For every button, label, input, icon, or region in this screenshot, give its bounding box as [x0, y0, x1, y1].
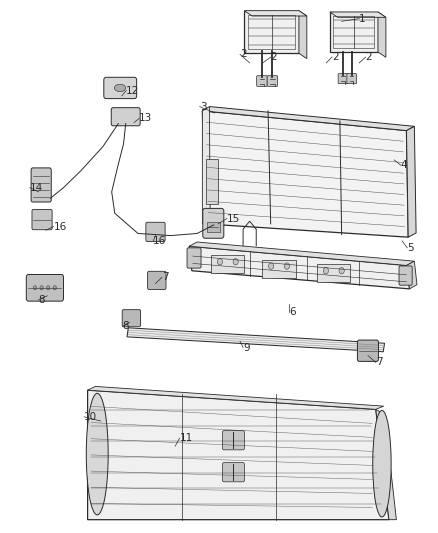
FancyBboxPatch shape [122, 310, 141, 327]
Text: 9: 9 [243, 343, 250, 352]
FancyBboxPatch shape [146, 222, 165, 241]
Polygon shape [189, 242, 414, 265]
Polygon shape [376, 409, 396, 520]
Text: 1: 1 [359, 14, 366, 23]
Polygon shape [378, 12, 386, 58]
Polygon shape [202, 107, 210, 224]
Polygon shape [244, 11, 307, 16]
Polygon shape [189, 246, 410, 289]
FancyBboxPatch shape [26, 274, 64, 301]
FancyBboxPatch shape [267, 76, 278, 86]
Text: 11: 11 [180, 433, 193, 443]
Text: 13: 13 [139, 114, 152, 123]
Polygon shape [299, 11, 307, 59]
Polygon shape [330, 12, 386, 17]
FancyBboxPatch shape [338, 74, 348, 84]
Ellipse shape [86, 393, 108, 515]
Text: 3: 3 [200, 102, 206, 111]
Text: 10: 10 [84, 412, 97, 422]
Polygon shape [330, 12, 378, 52]
Circle shape [339, 268, 344, 274]
Circle shape [284, 263, 290, 269]
Polygon shape [406, 126, 416, 237]
Text: 16: 16 [53, 222, 67, 231]
FancyBboxPatch shape [317, 264, 350, 282]
FancyBboxPatch shape [203, 208, 224, 238]
Circle shape [33, 286, 37, 290]
FancyBboxPatch shape [111, 108, 140, 126]
Polygon shape [406, 261, 417, 289]
FancyBboxPatch shape [262, 260, 296, 278]
FancyBboxPatch shape [31, 168, 51, 202]
Polygon shape [127, 328, 385, 352]
Text: 15: 15 [227, 214, 240, 223]
Polygon shape [244, 11, 299, 53]
Text: 7: 7 [162, 272, 169, 282]
Ellipse shape [373, 410, 391, 517]
Polygon shape [202, 107, 414, 131]
FancyBboxPatch shape [187, 248, 201, 268]
FancyBboxPatch shape [223, 463, 244, 482]
Polygon shape [202, 111, 408, 237]
Text: 4: 4 [401, 160, 407, 170]
Polygon shape [206, 159, 218, 204]
Polygon shape [88, 386, 384, 409]
Text: 8: 8 [39, 295, 45, 304]
FancyBboxPatch shape [347, 74, 357, 84]
FancyBboxPatch shape [257, 76, 267, 86]
FancyBboxPatch shape [148, 271, 166, 289]
Text: 7: 7 [376, 358, 382, 367]
Circle shape [53, 286, 57, 290]
FancyBboxPatch shape [32, 209, 52, 230]
Circle shape [233, 259, 238, 265]
Text: 5: 5 [407, 243, 414, 253]
Text: 2: 2 [271, 52, 277, 62]
Polygon shape [88, 390, 389, 520]
Text: 6: 6 [289, 307, 296, 317]
FancyBboxPatch shape [104, 77, 137, 99]
FancyBboxPatch shape [399, 266, 412, 285]
Text: 2: 2 [332, 52, 339, 62]
FancyBboxPatch shape [357, 340, 378, 361]
Text: 2: 2 [240, 50, 247, 59]
Circle shape [40, 286, 43, 290]
FancyBboxPatch shape [211, 255, 244, 273]
Circle shape [46, 286, 50, 290]
Text: 12: 12 [126, 86, 139, 95]
Text: 16: 16 [153, 236, 166, 246]
FancyBboxPatch shape [207, 222, 220, 232]
Text: 14: 14 [30, 183, 43, 192]
Circle shape [323, 268, 328, 274]
FancyBboxPatch shape [223, 431, 244, 450]
Circle shape [217, 259, 223, 265]
Circle shape [268, 263, 274, 269]
Text: 8: 8 [123, 321, 129, 331]
Text: 2: 2 [366, 52, 372, 62]
Ellipse shape [114, 84, 126, 92]
